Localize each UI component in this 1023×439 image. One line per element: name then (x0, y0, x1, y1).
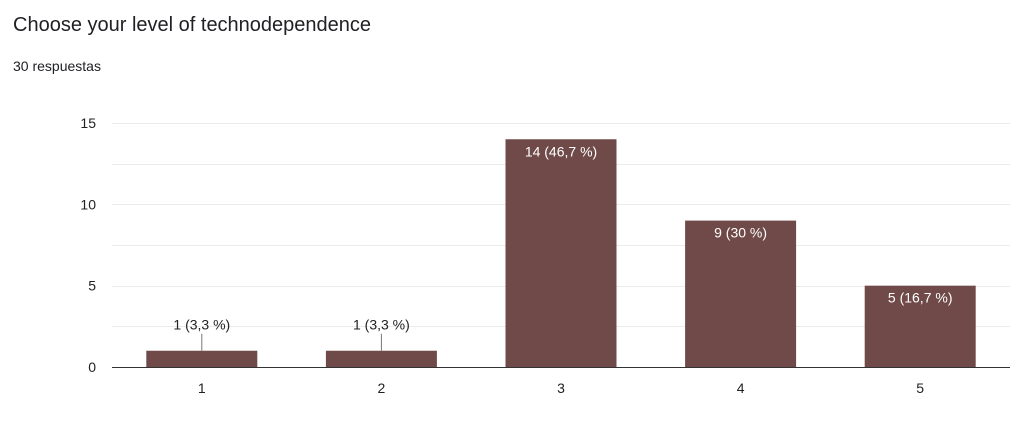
x-tick-label: 2 (378, 380, 386, 396)
y-tick-label: 10 (80, 196, 96, 212)
x-tick-label: 5 (916, 380, 924, 396)
data-label: 1 (3,3 %) (353, 317, 410, 333)
chart-title: Choose your level of technodependence (13, 14, 372, 36)
x-tick-label: 1 (198, 380, 206, 396)
data-label: 5 (16,7 %) (888, 290, 953, 306)
data-label: 1 (3,3 %) (173, 317, 230, 333)
response-count: 30 respuestas (13, 58, 101, 74)
bar-4[interactable] (685, 220, 797, 367)
data-label: 14 (46,7 %) (525, 143, 597, 159)
bar-3[interactable] (505, 139, 617, 367)
y-tick-label: 5 (88, 278, 96, 294)
bar-5[interactable] (864, 285, 976, 367)
bar-1[interactable] (146, 350, 258, 367)
bar-2[interactable] (325, 350, 437, 367)
x-tick-label: 4 (737, 380, 745, 396)
y-tick-label: 0 (88, 359, 96, 375)
data-label: 9 (30 %) (714, 225, 767, 241)
y-tick-label: 15 (80, 115, 96, 131)
x-tick-label: 3 (557, 380, 565, 396)
